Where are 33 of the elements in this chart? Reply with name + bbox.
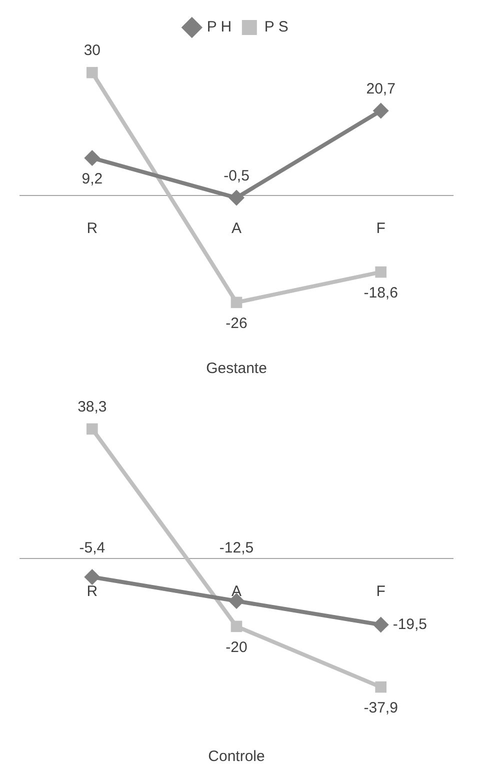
x-tick-label: A bbox=[231, 220, 242, 237]
point bbox=[230, 296, 242, 308]
legend-label: P H bbox=[206, 18, 232, 36]
data-label: 38,3 bbox=[78, 398, 107, 416]
x-tick-label: R bbox=[86, 220, 98, 237]
point bbox=[228, 190, 244, 206]
x-tick-label: F bbox=[376, 582, 386, 600]
data-label: -37,9 bbox=[364, 700, 398, 717]
data-label: -20 bbox=[226, 639, 248, 656]
data-label: -19,5 bbox=[392, 616, 428, 633]
point bbox=[84, 568, 100, 585]
point bbox=[230, 620, 242, 632]
x-tick-label: F bbox=[376, 220, 386, 237]
point bbox=[86, 66, 98, 78]
point bbox=[84, 150, 100, 166]
point bbox=[86, 423, 98, 435]
data-label: -5,4 bbox=[79, 539, 106, 556]
data-label: -26 bbox=[226, 315, 248, 332]
data-label: -12,5 bbox=[219, 539, 254, 556]
data-label: -0,5 bbox=[224, 167, 250, 184]
point bbox=[375, 681, 386, 693]
text: Controle bbox=[208, 748, 265, 766]
point bbox=[372, 616, 389, 633]
legend-label: P S bbox=[264, 18, 288, 36]
data-label: 30 bbox=[84, 42, 101, 60]
x-tick-label: A bbox=[231, 582, 242, 600]
point bbox=[375, 266, 386, 278]
text: Gestante bbox=[206, 360, 267, 378]
data-label: 9,2 bbox=[82, 170, 103, 188]
data-label: -18,6 bbox=[364, 284, 398, 302]
data-label: 20,7 bbox=[366, 80, 396, 98]
x-tick-label: R bbox=[86, 582, 98, 600]
point bbox=[372, 102, 389, 119]
